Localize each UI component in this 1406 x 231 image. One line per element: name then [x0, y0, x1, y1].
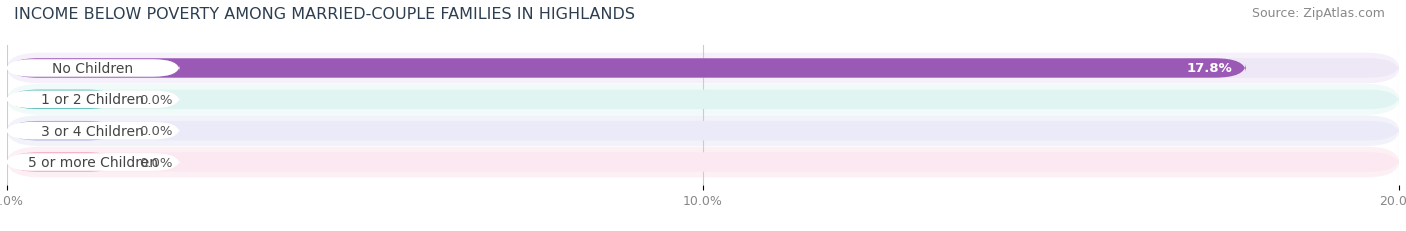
FancyBboxPatch shape	[7, 153, 118, 172]
FancyBboxPatch shape	[7, 85, 1399, 115]
FancyBboxPatch shape	[7, 153, 1399, 172]
Text: 17.8%: 17.8%	[1187, 62, 1232, 75]
FancyBboxPatch shape	[7, 59, 1246, 78]
Text: 3 or 4 Children: 3 or 4 Children	[41, 124, 143, 138]
FancyBboxPatch shape	[7, 116, 1399, 146]
FancyBboxPatch shape	[7, 90, 1399, 109]
Text: INCOME BELOW POVERTY AMONG MARRIED-COUPLE FAMILIES IN HIGHLANDS: INCOME BELOW POVERTY AMONG MARRIED-COUPL…	[14, 7, 636, 22]
Text: 0.0%: 0.0%	[139, 125, 173, 138]
FancyBboxPatch shape	[7, 147, 1399, 178]
Text: 0.0%: 0.0%	[139, 93, 173, 106]
Text: Source: ZipAtlas.com: Source: ZipAtlas.com	[1251, 7, 1385, 20]
Text: No Children: No Children	[52, 62, 134, 76]
FancyBboxPatch shape	[7, 53, 1399, 84]
FancyBboxPatch shape	[7, 59, 1399, 78]
Text: 5 or more Children: 5 or more Children	[28, 155, 157, 169]
FancyBboxPatch shape	[7, 122, 118, 141]
FancyBboxPatch shape	[6, 91, 180, 109]
FancyBboxPatch shape	[6, 60, 180, 77]
Text: 0.0%: 0.0%	[139, 156, 173, 169]
FancyBboxPatch shape	[7, 90, 118, 109]
Text: 1 or 2 Children: 1 or 2 Children	[41, 93, 143, 107]
FancyBboxPatch shape	[6, 154, 180, 171]
FancyBboxPatch shape	[6, 122, 180, 140]
FancyBboxPatch shape	[7, 122, 1399, 141]
